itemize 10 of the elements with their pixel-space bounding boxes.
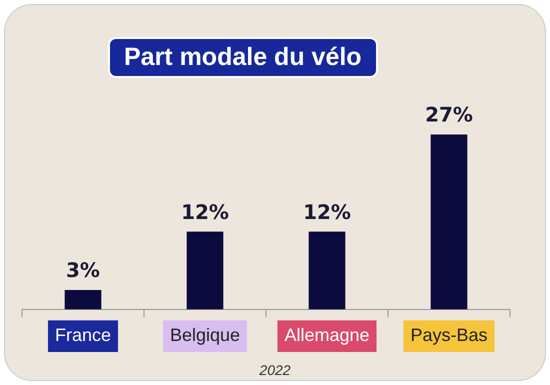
chart-title: Part modale du vélo — [108, 37, 378, 78]
x-tick-label: Belgique — [170, 325, 240, 346]
text: 2022 — [258, 362, 292, 378]
x-tick-label: Allemagne — [284, 325, 370, 346]
data-label: 12% — [181, 200, 229, 224]
data-label: 12% — [303, 200, 351, 224]
x-tick-label: Pays-Bas — [410, 325, 488, 346]
data-label: 3% — [66, 258, 100, 282]
x-tick-label: France — [54, 325, 112, 346]
data-label: 27% — [425, 102, 473, 127]
